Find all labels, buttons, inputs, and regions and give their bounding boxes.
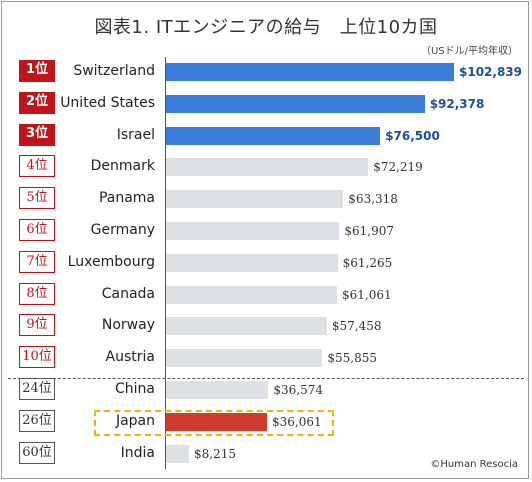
value-label: $61,907 — [344, 224, 395, 238]
salary-bar — [166, 285, 337, 304]
country-label: Japan — [115, 412, 155, 429]
country-label: Canada — [101, 285, 155, 302]
rank-badge: 3位 — [19, 123, 55, 146]
value-label: $61,265 — [342, 255, 393, 270]
top10-divider — [8, 378, 524, 379]
bar-row: 10位 Austria $55,855 — [0, 342, 532, 374]
bar-row: 8位 Canada $61,061 — [0, 279, 532, 311]
value-axis-line — [165, 57, 166, 469]
copyright: ©Human Resocia — [430, 459, 518, 470]
value-label: $36,061 — [272, 414, 322, 429]
salary-bar — [166, 381, 269, 399]
salary-bar — [166, 190, 344, 209]
value-label: $57,458 — [331, 319, 382, 334]
chart-title: 図表1. ITエンジニアの給与 上位10カ国 — [94, 17, 438, 38]
salary-bar — [166, 222, 340, 240]
rank-badge: 10位 — [19, 346, 55, 369]
bar-row: 24位 China $36,574 — [0, 374, 532, 406]
chart-subtitle: （USドル/平均年収） — [420, 46, 518, 57]
country-label: Austria — [105, 349, 155, 366]
country-label: Switzerland — [73, 63, 155, 79]
value-label: $72,219 — [373, 160, 423, 175]
value-label: $92,378 — [429, 96, 485, 111]
country-label: Luxembourg — [67, 253, 155, 270]
rank-badge: 8位 — [19, 282, 55, 305]
rank-badge: 9位 — [19, 314, 55, 337]
salary-bar — [166, 158, 369, 177]
value-label: $102,839 — [459, 65, 523, 79]
rank-badge: 7位 — [19, 250, 55, 273]
rank-badge: 5位 — [19, 187, 55, 210]
bar-row: 6位 Germany $61,907 — [0, 215, 532, 247]
value-label: $36,574 — [273, 383, 324, 397]
salary-bar — [166, 126, 381, 145]
rank-badge: 2位 — [19, 91, 55, 114]
country-label: India — [120, 444, 155, 461]
value-label: $76,500 — [385, 128, 440, 143]
salary-bar — [166, 317, 327, 336]
rank-badge: 24位 — [19, 378, 55, 400]
bar-row: 2位 United States $92,378 — [0, 88, 532, 120]
value-label: $61,061 — [342, 287, 392, 302]
salary-bar — [166, 412, 267, 431]
bar-row: 60位 India $8,215 — [0, 438, 532, 470]
japan-highlight-box — [94, 410, 334, 436]
bar-row: 1位 Switzerland $102,839 — [0, 56, 532, 88]
value-label: $8,215 — [194, 446, 236, 461]
salary-bar — [166, 253, 338, 272]
bar-row: 26位 Japan $36,061 — [0, 406, 532, 438]
country-label: China — [115, 381, 155, 397]
rank-badge: 1位 — [19, 60, 55, 82]
country-label: Germany — [90, 222, 155, 238]
rank-badge: 60位 — [19, 441, 55, 464]
country-label: United States — [60, 94, 155, 111]
rank-badge: 4位 — [19, 155, 55, 178]
bar-row: 9位 Norway $57,458 — [0, 310, 532, 342]
bar-row: 7位 Luxembourg $61,265 — [0, 247, 532, 279]
country-label: Denmark — [90, 158, 155, 175]
country-label: Panama — [98, 190, 155, 207]
salary-bar — [166, 444, 189, 463]
country-label: Israel — [116, 126, 155, 143]
salary-bar — [166, 94, 425, 113]
bar-row: 5位 Panama $63,318 — [0, 183, 532, 215]
salary-bar — [166, 63, 454, 81]
rank-badge: 26位 — [19, 409, 55, 432]
salary-bar — [166, 349, 323, 368]
bar-row: 4位 Denmark $72,219 — [0, 151, 532, 183]
bar-row: 3位 Israel $76,500 — [0, 120, 532, 152]
rank-badge: 6位 — [19, 219, 55, 241]
value-label: $63,318 — [348, 192, 398, 207]
country-label: Norway — [101, 317, 155, 334]
value-label: $55,855 — [327, 351, 378, 366]
